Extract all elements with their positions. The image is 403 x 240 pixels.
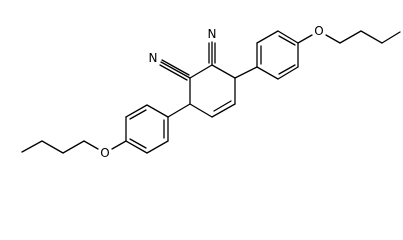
bonds <box>21 30 401 154</box>
atom-label: O <box>314 24 323 38</box>
atom-label: O <box>100 146 109 160</box>
atom-label: N <box>149 51 158 65</box>
atom-label: N <box>208 27 217 41</box>
molecule-diagram: N N O O <box>21 24 401 160</box>
